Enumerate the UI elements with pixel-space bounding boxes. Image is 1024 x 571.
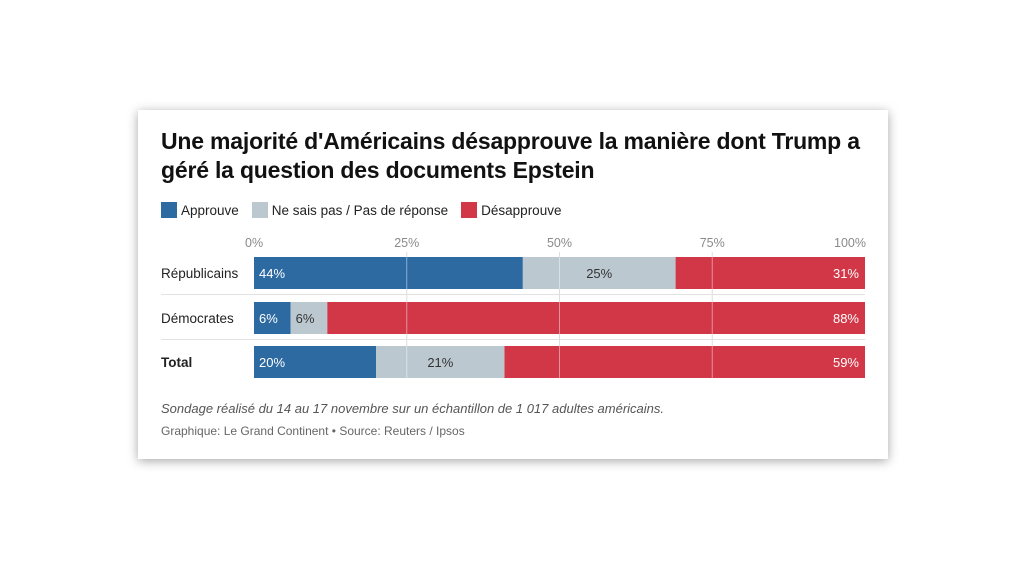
chart-card: Une majorité d'Américains désapprouve la… <box>138 110 888 459</box>
legend-item-approve: Approuve <box>161 202 239 218</box>
legend-label-unsure: Ne sais pas / Pas de réponse <box>271 202 449 218</box>
data-label: 21% <box>427 355 453 370</box>
data-label: 44% <box>259 266 285 281</box>
chart-credit: Graphique: Le Grand Continent • Source: … <box>161 424 465 438</box>
legend-swatch-approve <box>161 202 177 218</box>
category-label: Démocrates <box>161 311 234 326</box>
x-tick-label: 100% <box>834 236 866 250</box>
stacked-bar-chart: 0% 25% 50% 75% 100% Républicains 44% 25% 31% Démo… <box>161 236 866 378</box>
data-label: 20% <box>259 355 285 370</box>
bar-segment <box>522 257 676 289</box>
data-label: 31% <box>833 266 859 281</box>
legend-swatch-disapprove <box>461 202 478 218</box>
chart-note: Sondage réalisé du 14 au 17 novembre sur… <box>161 401 665 416</box>
x-tick-label: 25% <box>394 236 419 250</box>
x-tick-label: 0% <box>245 236 263 250</box>
legend-item-unsure: Ne sais pas / Pas de réponse <box>251 202 449 218</box>
bar-segment <box>254 302 291 334</box>
data-label: 59% <box>833 355 859 370</box>
category-label: Total <box>161 355 192 370</box>
bar-segment <box>327 302 865 334</box>
data-label: 88% <box>833 311 859 326</box>
bar-segment <box>290 302 328 334</box>
category-label: Républicains <box>161 266 239 281</box>
bar-segment <box>675 257 865 289</box>
data-label: 6% <box>296 311 315 326</box>
legend-label-disapprove: Désapprouve <box>481 202 562 218</box>
legend-label-approve: Approuve <box>181 202 239 218</box>
bar-segment <box>376 346 505 378</box>
data-label: 25% <box>586 266 612 281</box>
legend-swatch-unsure <box>251 202 268 218</box>
x-tick-label: 50% <box>547 236 572 250</box>
data-label: 6% <box>259 311 278 326</box>
legend-item-disapprove: Désapprouve <box>461 202 561 218</box>
chart-title: Une majorité d'Américains désapprouve la… <box>161 128 860 183</box>
bar-segment <box>254 346 377 378</box>
bar-segment <box>504 346 865 378</box>
chart-legend: Approuve Ne sais pas / Pas de réponse Dé… <box>161 202 574 218</box>
bar-segment <box>254 257 523 289</box>
x-tick-label: 75% <box>700 236 725 250</box>
